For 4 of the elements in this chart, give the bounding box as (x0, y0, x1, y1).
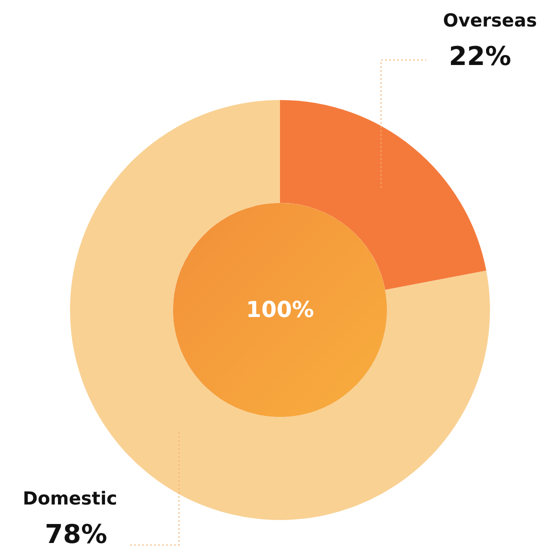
data-label: 78% (44, 520, 108, 550)
slice-label: Domestic (22, 488, 118, 510)
slice-label: Overseas (443, 10, 537, 32)
data-label: 22% (448, 42, 512, 72)
